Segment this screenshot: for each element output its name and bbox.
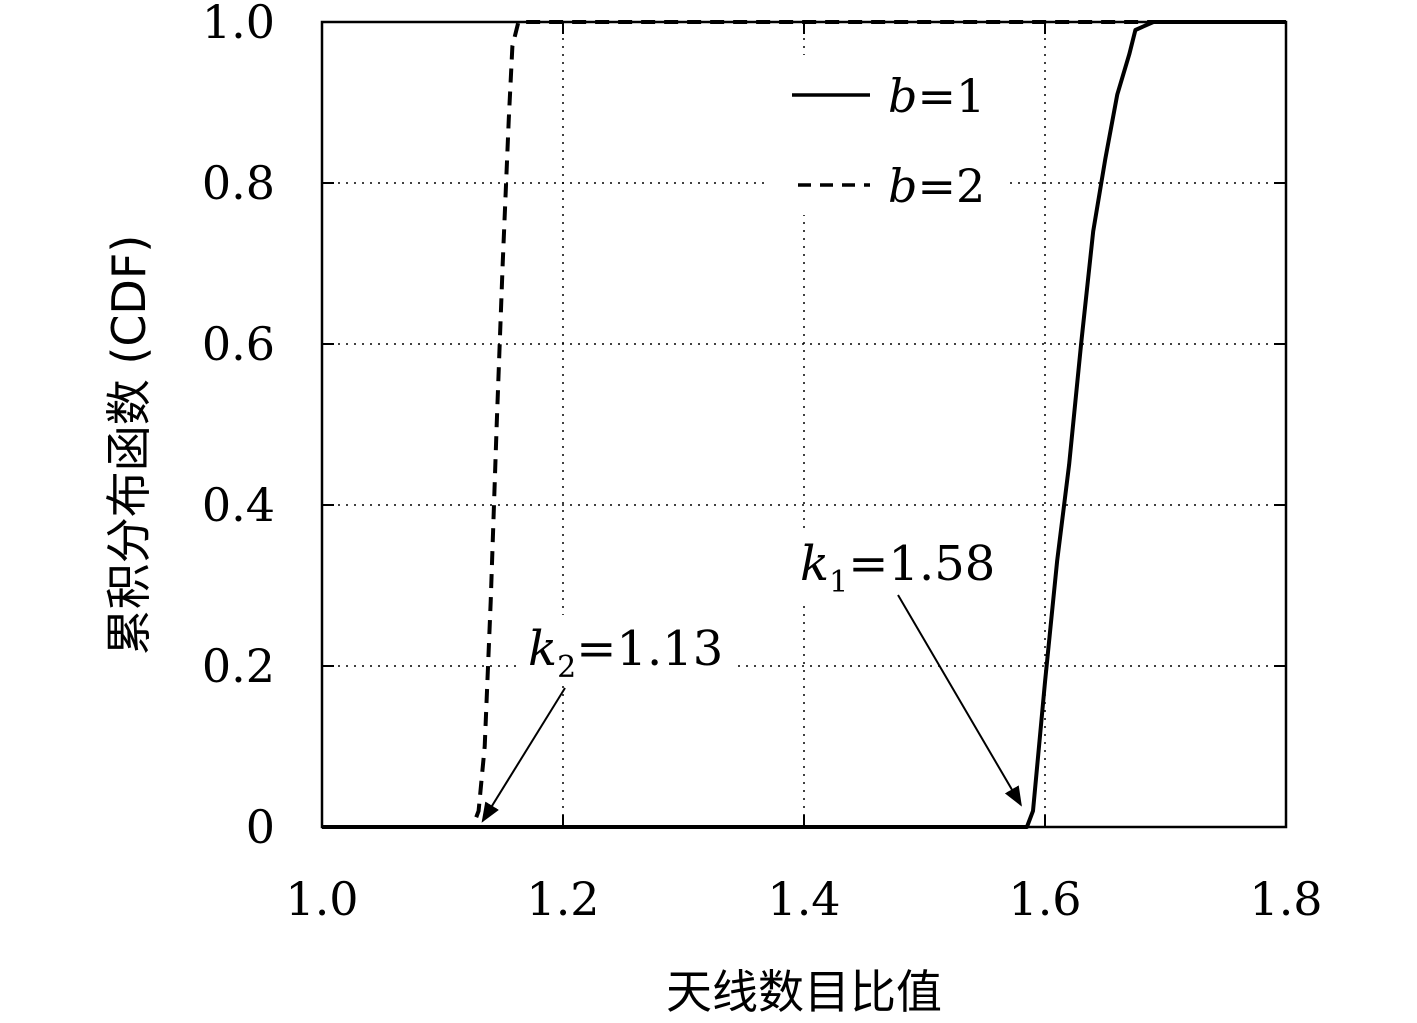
plot-frame xyxy=(320,20,1288,829)
legend-b1-eq: =1 xyxy=(917,69,985,123)
legend-label-b1: b=1 xyxy=(888,69,985,123)
y-axis-title: 累积分布函数 (CDF) xyxy=(102,235,156,656)
annotation-k2-arrow xyxy=(481,687,566,823)
legend-background xyxy=(770,55,1010,215)
legend-b2-var: b xyxy=(888,159,917,213)
y-tick-label: 0 xyxy=(246,800,275,854)
annotation-k1-arrow xyxy=(897,594,1022,807)
annotation-k1-label: k1=1.58 xyxy=(800,536,995,600)
y-tick-label: 0.2 xyxy=(202,639,275,693)
x-axis-title: 天线数目比值 xyxy=(666,965,942,1019)
series-lines xyxy=(322,20,1286,829)
annotation-k1-sub: 1 xyxy=(829,565,848,600)
y-tick-label: 0.4 xyxy=(202,478,275,532)
annotation-k1-var: k xyxy=(800,536,829,592)
x-tick-label: 1.4 xyxy=(767,872,840,926)
y-tick-label: 0.6 xyxy=(202,317,275,371)
legend: b=1 b=2 xyxy=(770,55,1010,215)
legend-b1-var: b xyxy=(888,69,917,123)
annotation-k1-value: =1.58 xyxy=(848,536,995,592)
annotation-k2-background xyxy=(520,615,735,685)
annotation-k2-sub: 2 xyxy=(557,650,576,685)
series-line-2 xyxy=(322,20,1286,829)
series-line-1 xyxy=(322,20,1286,829)
x-tick-label: 1.6 xyxy=(1008,872,1081,926)
x-tick-label: 1.2 xyxy=(526,872,599,926)
y-axis-ticks: 0 0.2 0.4 0.6 0.8 1.0 xyxy=(202,0,1286,854)
y-tick-label: 0.8 xyxy=(202,156,275,210)
legend-b2-eq: =2 xyxy=(917,159,985,213)
y-tick-label: 1.0 xyxy=(202,0,275,49)
x-tick-label: 1.8 xyxy=(1249,872,1322,926)
annotation-k1: k1=1.58 xyxy=(795,530,1022,807)
annotation-k2: k2=1.13 xyxy=(481,615,735,823)
annotation-k2-label: k2=1.13 xyxy=(528,621,723,685)
legend-label-b2: b=2 xyxy=(888,159,985,213)
annotation-k2-value: =1.13 xyxy=(576,621,723,677)
annotation-k2-var: k xyxy=(528,621,557,677)
x-tick-label: 1.0 xyxy=(285,872,358,926)
annotation-k1-background xyxy=(795,530,1005,600)
